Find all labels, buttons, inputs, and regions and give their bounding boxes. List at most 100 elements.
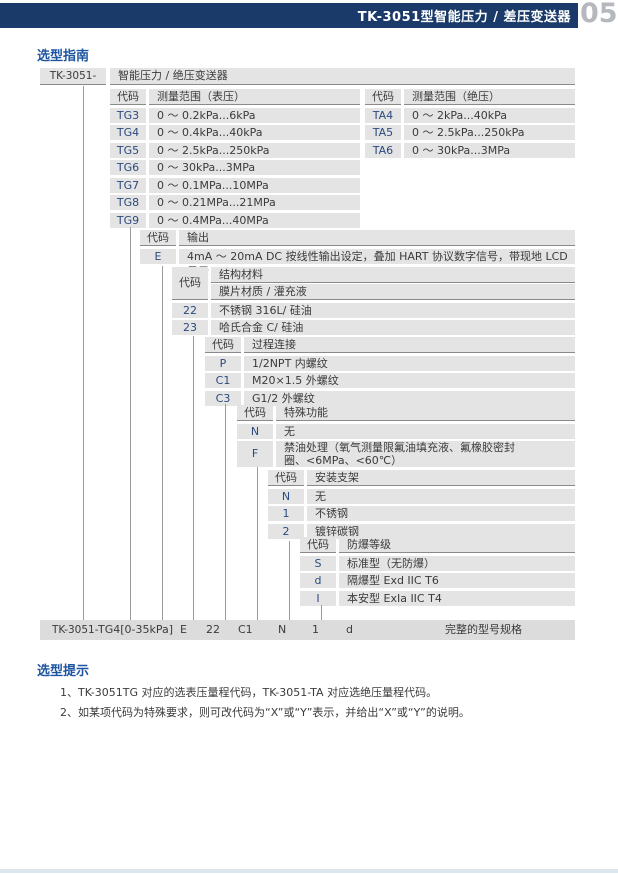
process-connection-table: 代码 过程连接 P 1/2NPT 内螺纹 C1 M20×1.5 外螺纹 C3 G1/2… [205, 337, 575, 408]
desc-cell: 0 ～ 2kPa...40kPa [404, 107, 575, 123]
desc-cell: 无 [276, 423, 575, 439]
desc-cell: 哈氏合金 C/ 硅油 [211, 320, 575, 335]
connector-line-special [257, 467, 258, 620]
table-row: P 1/2NPT 内螺纹 [205, 355, 575, 371]
table-row: TA4 0 ～ 2kPa...40kPa [365, 107, 575, 123]
code-header: 代码 [300, 537, 336, 553]
code-cell: TA6 [365, 142, 401, 158]
model-header-row: TK-3051- 智能压力 / 绝压变送器 [40, 68, 575, 85]
connector-line-bracket [289, 541, 290, 620]
table-row: TG4 0 ～ 0.4kPa...40kPa [110, 125, 360, 140]
desc-cell: 镀锌碳钢 [307, 523, 575, 539]
explosion-header: 防爆等级 [339, 537, 575, 553]
desc-cell: 隔爆型 Exd IIC T6 [339, 573, 575, 588]
code-header: 代码 [237, 405, 273, 421]
code-cell: TG9 [110, 212, 146, 228]
desc-cell: G1/2 外螺纹 [244, 390, 575, 406]
table-row: I 本安型 ExIa IIC T4 [300, 590, 575, 606]
table-row: F 禁油处理（氧气测量限氟油填充液、氟橡胶密封圈、<6MPa、<60℃） [237, 441, 575, 467]
example-bracket: 1 [312, 623, 319, 636]
connector-line-range [130, 227, 131, 620]
table-row: S 标准型（无防爆） [300, 555, 575, 571]
code-cell: TA4 [365, 107, 401, 123]
code-cell: C3 [205, 390, 241, 406]
desc-cell: 0 ～ 30kPa...3MPa [404, 142, 575, 158]
connector-line-explosion [321, 605, 322, 620]
table-row: 22 不锈钢 316L/ 硅油 [172, 302, 575, 318]
table-header-row: 代码 安装支架 [268, 470, 575, 486]
code-cell: TG6 [110, 160, 146, 175]
special-header: 特殊功能 [276, 405, 575, 421]
example-model-bar: TK-3051- TG4[0-35kPa] E 22 C1 N 1 d 完整的型… [40, 620, 575, 640]
tip-item-2: 2、如某项代码为特殊要求，则可改代码为“X”或“Y”表示，并给出“X”或“Y”的… [60, 706, 470, 719]
table-row: TG6 0 ～ 30kPa...3MPa [110, 160, 360, 175]
example-process: C1 [238, 623, 253, 636]
code-cell: E [140, 248, 176, 264]
table-row: TG7 0 ～ 0.1MPa...10MPa [110, 177, 360, 193]
code-cell: TG5 [110, 142, 146, 158]
code-cell: d [300, 573, 336, 588]
table-row: 1 不锈钢 [268, 506, 575, 521]
example-range: TG4[0-35kPa] [98, 623, 174, 636]
output-header: 输出 [179, 230, 575, 246]
table-header-row: 代码 测量范围（绝压） [365, 89, 575, 105]
table-row: C3 G1/2 外螺纹 [205, 390, 575, 406]
bracket-header: 安装支架 [307, 470, 575, 486]
code-cell: N [237, 423, 273, 439]
example-output: E [180, 623, 187, 636]
selection-tips-title: 选型提示 [37, 664, 90, 679]
connector-line-output [162, 266, 163, 620]
table-header-row: 代码 结构材料 膜片材质 / 灌充液 [172, 267, 575, 300]
page-number: 05 [580, 0, 618, 29]
example-prefix: TK-3051- [52, 624, 99, 636]
code-cell: 2 [268, 523, 304, 539]
header-bar: TK-3051型智能压力 / 差压变送器 [0, 3, 578, 28]
code-cell: TA5 [365, 125, 401, 140]
table-row: C1 M20×1.5 外螺纹 [205, 373, 575, 388]
table-row: 2 镀锌碳钢 [268, 523, 575, 539]
table-header-row: 代码 输出 [140, 230, 575, 246]
output-table: 代码 输出 E 4mA ～ 20mA DC 按线性输出设定，叠加 HART 协议数… [140, 230, 575, 278]
table-row: d 隔爆型 Exd IIC T6 [300, 573, 575, 588]
absolute-range-table: 代码 测量范围（绝压） TA4 0 ～ 2kPa...40kPa TA5 0 ～ 2… [365, 89, 575, 160]
desc-cell: 0 ～ 2.5kPa...250kPa [404, 125, 575, 140]
table-row: TG8 0 ～ 0.21MPa...21MPa [110, 195, 360, 210]
absolute-header: 测量范围（绝压） [404, 89, 575, 105]
desc-cell: 不锈钢 316L/ 硅油 [211, 302, 575, 318]
desc-cell: 0 ～ 0.2kPa...6kPa [149, 107, 360, 123]
connector-line-process [225, 404, 226, 620]
code-cell: 22 [172, 302, 208, 318]
code-cell: P [205, 355, 241, 371]
code-header: 代码 [205, 337, 241, 353]
code-cell: F [237, 441, 273, 467]
code-cell: C1 [205, 373, 241, 388]
explosion-proof-table: 代码 防爆等级 S 标准型（无防爆） d 隔爆型 Exd IIC T6 I 本安型 E… [300, 537, 575, 608]
code-header: 代码 [140, 230, 176, 246]
code-header: 代码 [365, 89, 401, 105]
example-label: 完整的型号规格 [445, 623, 522, 636]
table-row: 23 哈氏合金 C/ 硅油 [172, 320, 575, 335]
table-row: TG5 0 ～ 2.5kPa...250kPa [110, 142, 360, 158]
desc-cell: 1/2NPT 内螺纹 [244, 355, 575, 371]
code-cell: I [300, 590, 336, 606]
process-header: 过程连接 [244, 337, 575, 353]
material-table: 代码 结构材料 膜片材质 / 灌充液 22 不锈钢 316L/ 硅油 23 哈氏合金… [172, 267, 575, 338]
material-header-1: 结构材料 [211, 267, 575, 283]
connector-line-material [193, 336, 194, 620]
selection-guide-title: 选型指南 [37, 49, 90, 64]
code-cell: 1 [268, 506, 304, 521]
code-cell: S [300, 555, 336, 571]
table-header-row: 代码 防爆等级 [300, 537, 575, 553]
example-special: N [278, 623, 287, 636]
code-cell: TG3 [110, 107, 146, 123]
desc-cell: 本安型 ExIa IIC T4 [339, 590, 575, 606]
table-header-row: 代码 过程连接 [205, 337, 575, 353]
desc-cell: 0 ～ 0.1MPa...10MPa [149, 177, 360, 193]
desc-cell: 不锈钢 [307, 506, 575, 521]
code-cell: N [268, 488, 304, 504]
example-material: 22 [206, 623, 220, 636]
code-cell: TG7 [110, 177, 146, 193]
